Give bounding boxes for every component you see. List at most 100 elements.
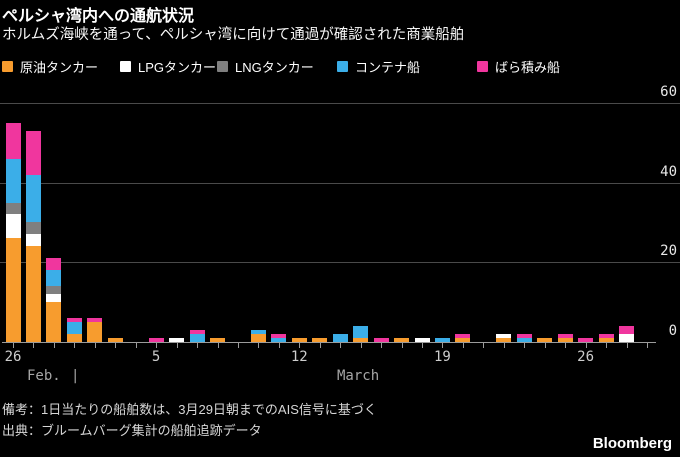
bar-segment xyxy=(619,326,634,335)
x-axis-tick xyxy=(299,343,301,348)
bar-segment xyxy=(148,338,164,342)
x-tick-label: 26 xyxy=(4,349,22,365)
bar-segment xyxy=(353,326,369,338)
bar-segment xyxy=(291,338,307,342)
y-axis-label: 20 xyxy=(660,243,677,260)
x-tick-label: 5 xyxy=(151,349,161,365)
x-axis-tick xyxy=(340,343,342,348)
x-axis-tick xyxy=(115,343,117,348)
chart-legend: 原油タンカー LPGタンカー LNGタンカー コンテナ船 ばら積み船 xyxy=(0,57,680,75)
bar-segment xyxy=(250,330,266,335)
bar-segment xyxy=(394,338,410,342)
month-label: | xyxy=(71,368,80,384)
chart-footer: 備考：1日当たりの船舶数は、3月29日朝までのAIS信号に基づく 出典：ブルーム… xyxy=(2,399,377,441)
bar-segment xyxy=(87,318,103,323)
bar-segment xyxy=(25,222,41,235)
legend-swatch-icon xyxy=(477,61,488,72)
bar-segment xyxy=(496,334,512,338)
bar-segment xyxy=(25,246,41,342)
bar-segment xyxy=(210,338,225,342)
x-axis-tick xyxy=(278,343,280,348)
bar-segment xyxy=(332,334,348,342)
bar-segment xyxy=(516,338,532,342)
bar-segment xyxy=(5,158,21,203)
bar-segment xyxy=(87,322,103,342)
x-axis-tick xyxy=(544,343,546,348)
legend-swatch-icon xyxy=(2,61,13,72)
x-axis-tick xyxy=(217,343,219,348)
legend-swatch-icon xyxy=(337,61,348,72)
source-text: 出典：ブルームバーグ集計の船舶追跡データ xyxy=(2,423,262,438)
x-axis-tick xyxy=(503,343,505,348)
x-axis-tick xyxy=(237,343,239,348)
bar-segment xyxy=(5,214,21,239)
legend-item: ばら積み船 xyxy=(477,57,560,76)
month-label: March xyxy=(337,368,380,384)
bar-segment xyxy=(434,338,450,342)
x-axis-tick xyxy=(524,343,526,348)
x-axis-tick xyxy=(135,343,137,348)
x-axis-tick xyxy=(401,343,403,348)
y-axis-label: 0 xyxy=(668,323,677,339)
y-gridline xyxy=(0,262,680,264)
legend-item-label: 原油タンカー xyxy=(20,60,99,75)
legend-item-label: ばら積み船 xyxy=(495,60,561,75)
legend-swatch-icon xyxy=(120,61,131,72)
y-gridline xyxy=(0,182,680,184)
bar-segment xyxy=(46,302,62,342)
x-tick-label: 26 xyxy=(577,349,595,365)
x-axis-tick xyxy=(13,343,14,348)
bar-segment xyxy=(271,334,287,338)
bar-segment xyxy=(46,286,62,295)
bar-segment xyxy=(598,338,614,342)
bar-segment xyxy=(516,334,532,338)
bar-segment xyxy=(5,122,21,159)
bar-segment xyxy=(5,202,21,215)
x-axis-tick xyxy=(381,343,383,348)
bloomberg-logo: Bloomberg xyxy=(592,435,672,452)
legend-item: LNGタンカー xyxy=(217,57,314,76)
bar-segment xyxy=(557,338,573,342)
legend-item-label: コンテナ船 xyxy=(355,60,421,75)
bar-segment xyxy=(66,334,82,342)
bar-segment xyxy=(25,174,41,223)
bar-segment xyxy=(414,338,430,342)
bar-segment xyxy=(578,338,594,342)
bar-segment xyxy=(250,334,266,342)
x-axis-tick xyxy=(585,343,587,348)
chart-title: ペルシャ湾内への通航状況 xyxy=(2,8,195,25)
x-axis-tick xyxy=(319,343,321,348)
bar-segment xyxy=(189,334,205,342)
bar-segment xyxy=(46,258,62,271)
x-axis-tick xyxy=(176,343,178,348)
x-axis-tick xyxy=(422,343,423,348)
bar-segment xyxy=(455,334,471,338)
x-axis-tick xyxy=(33,343,35,348)
x-axis-tick xyxy=(626,343,628,348)
bar-segment xyxy=(46,270,62,287)
y-axis-label: 40 xyxy=(660,163,677,180)
bar-segment xyxy=(373,338,389,342)
bar-segment xyxy=(107,338,123,342)
x-axis-tick xyxy=(442,343,444,348)
x-axis-tick xyxy=(258,343,260,348)
bar-segment xyxy=(353,338,369,342)
legend-item: コンテナ船 xyxy=(337,57,420,76)
bar-segment xyxy=(619,334,634,342)
bar-segment xyxy=(169,338,185,342)
x-axis-tick xyxy=(646,343,648,348)
x-tick-label: 19 xyxy=(434,349,451,365)
legend-item-label: LPGタンカー xyxy=(138,60,217,75)
bar-segment xyxy=(5,238,21,342)
bar-segment xyxy=(312,338,328,342)
bar-segment xyxy=(189,330,205,335)
x-axis-tick xyxy=(462,343,464,348)
month-label: Feb. xyxy=(27,368,61,384)
x-axis-tick xyxy=(565,343,567,348)
y-gridline xyxy=(0,102,680,104)
bar-segment xyxy=(66,318,82,323)
x-axis-tick xyxy=(94,343,96,348)
bar-segment xyxy=(537,338,553,342)
